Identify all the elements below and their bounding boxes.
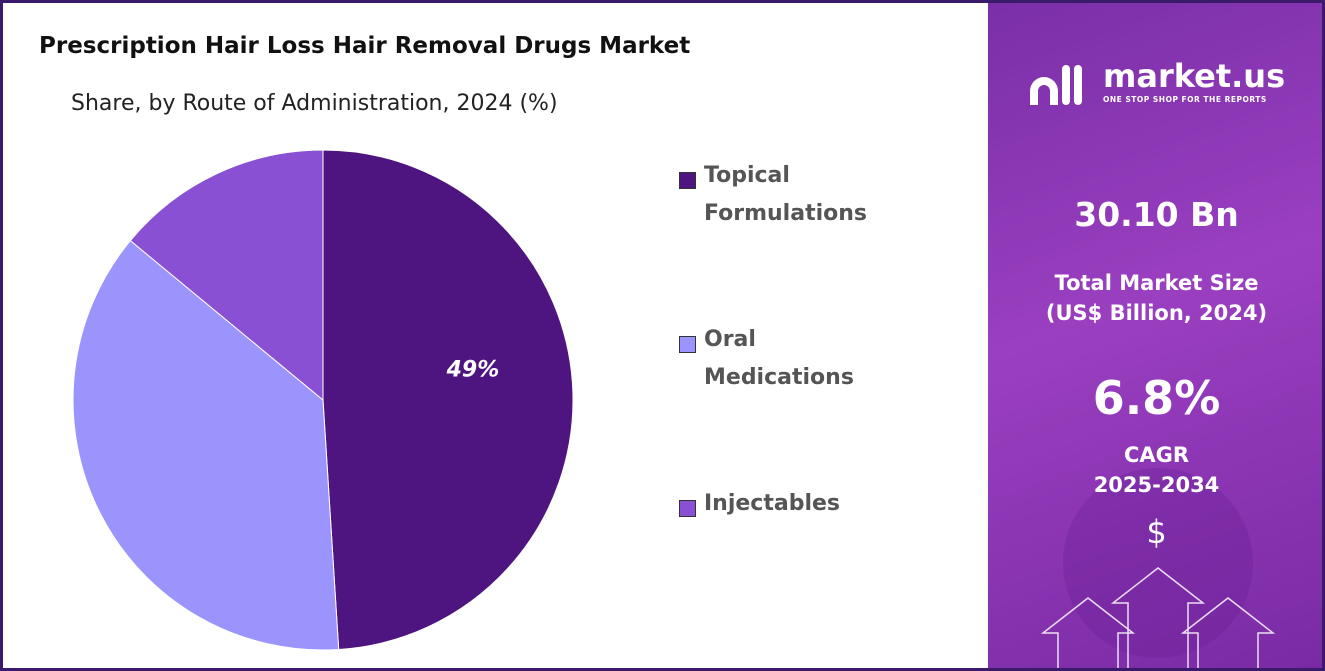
legend-label: Topical Formulations <box>704 163 868 226</box>
tagline: ONE STOP SHOP FOR THE REPORTS <box>1103 95 1267 104</box>
pie-slice <box>322 149 574 651</box>
cagr-value: 6.8% <box>1092 371 1221 425</box>
legend-item: Topical Formulations <box>679 163 939 233</box>
cagr-period: 2025-2034 <box>1093 473 1220 497</box>
chart-subtitle: Share, by Route of Administration, 2024 … <box>71 91 558 116</box>
market-size-label: Total Market Size <box>1054 271 1259 295</box>
legend-swatch <box>679 336 696 353</box>
cagr-label: CAGR <box>1123 443 1190 467</box>
legend-swatch <box>679 500 696 517</box>
legend-item: Injectables <box>679 491 939 523</box>
legend-item: Oral Medications <box>679 327 939 397</box>
legend-label: Oral Medications <box>704 327 854 390</box>
legend-swatch <box>679 172 696 189</box>
side-panel: market.us ONE STOP SHOP FOR THE REPORTS … <box>988 3 1322 668</box>
pie-slice <box>72 239 340 651</box>
dollar-icon: $ <box>1146 513 1167 551</box>
value-label: 49% <box>446 357 500 382</box>
brand: market.us <box>1103 57 1286 95</box>
pie-chart: 49% <box>72 149 574 651</box>
market-size-unit: (US$ Billion, 2024) <box>1045 301 1268 325</box>
panel-decoration <box>1030 65 1276 668</box>
legend-label: Injectables <box>704 491 841 516</box>
chart-title: Prescription Hair Loss Hair Removal Drug… <box>39 33 691 59</box>
pie-slice <box>129 149 324 402</box>
market-size: 30.10 Bn <box>1074 195 1239 234</box>
